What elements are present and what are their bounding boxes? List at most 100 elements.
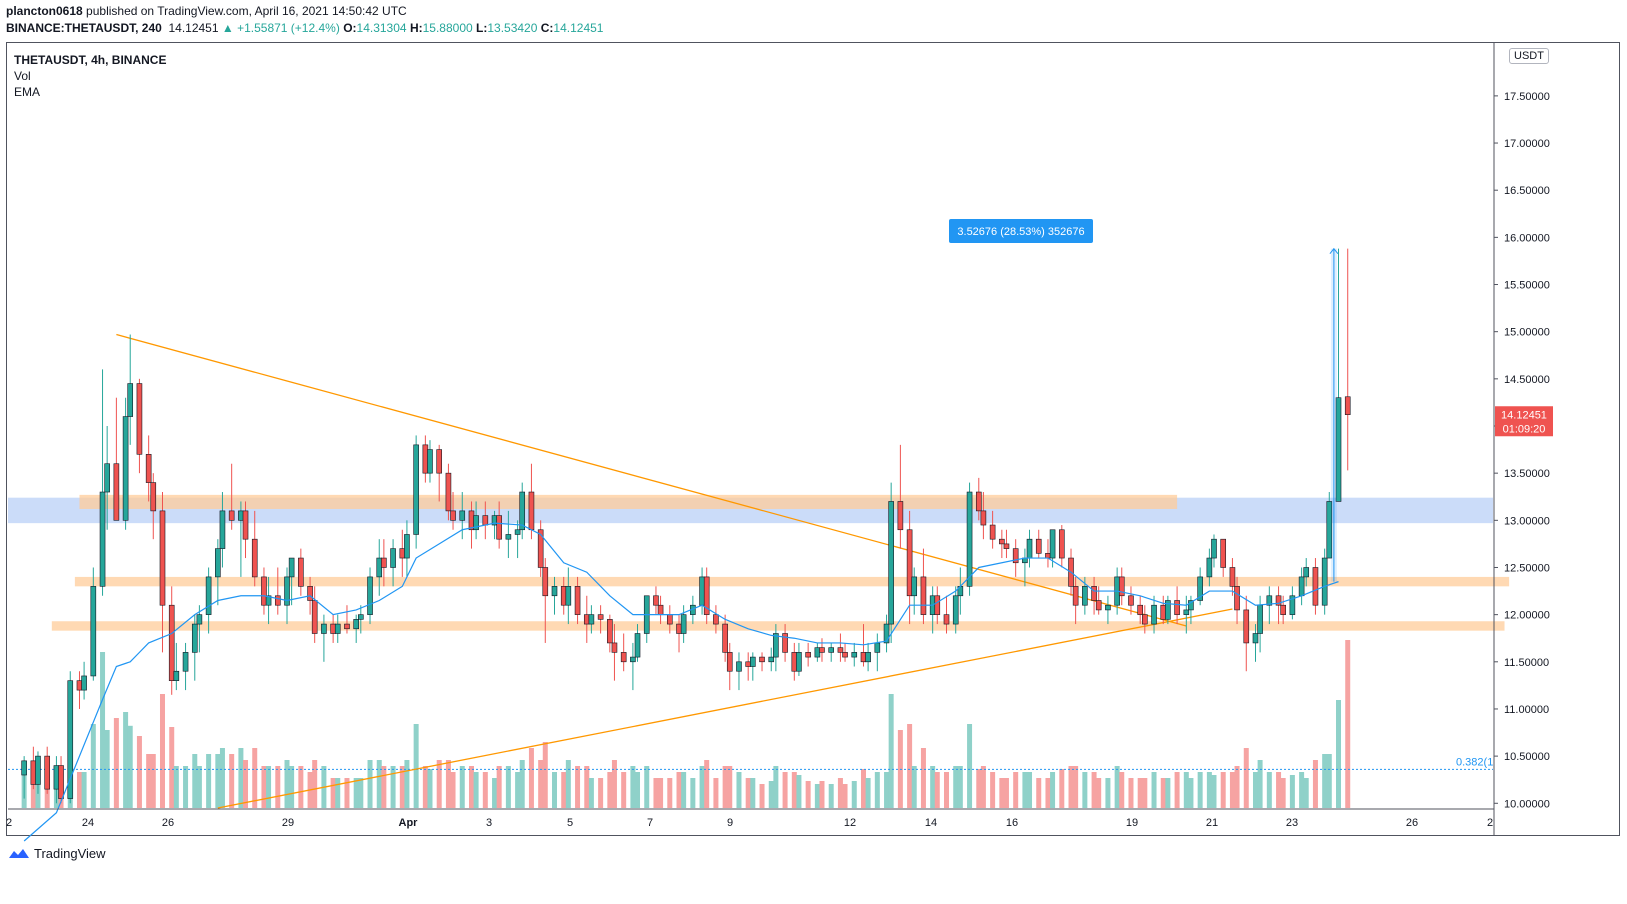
y-tick-label: 15.50000 (1504, 280, 1550, 292)
candle-body (934, 595, 941, 615)
candle-body (819, 647, 825, 653)
candle-body (750, 656, 756, 667)
volume-bar (413, 724, 419, 808)
volume-bar (238, 748, 244, 808)
volume-bar (791, 772, 797, 808)
volume-bar (644, 766, 650, 808)
candle-body (473, 515, 479, 531)
candle-body (1211, 538, 1217, 559)
volume-bar (953, 766, 959, 808)
candle-body (261, 576, 267, 606)
candle-body (427, 449, 433, 474)
candle-body (284, 576, 290, 606)
candle-body (311, 600, 318, 634)
candle-body (44, 755, 51, 790)
x-tick-label: 26 (1406, 817, 1418, 829)
y-tick-label: 11.00000 (1504, 704, 1549, 716)
y-tick-label: 10.00000 (1504, 798, 1550, 810)
volume-bar (312, 760, 318, 808)
volume-bar (888, 694, 894, 808)
candle-body (713, 614, 719, 625)
candle-body (99, 491, 106, 587)
legend-volume[interactable]: Vol (14, 69, 31, 83)
volume-bar (551, 772, 557, 808)
legend-ema[interactable]: EMA (14, 85, 41, 99)
x-tick-label: 3 (486, 817, 492, 829)
candle-body (238, 510, 244, 521)
candle-body (1105, 604, 1111, 611)
last-price: 14.12451 (168, 21, 219, 35)
candle-body (1151, 604, 1157, 625)
candle-body (989, 524, 996, 540)
volume-bar (427, 769, 433, 808)
annotations-layer: 0.382(1 3.52676 (28.53%) 352676 14.12451 01… (949, 219, 1553, 768)
volume-bar (515, 772, 521, 808)
candle-body (459, 510, 466, 521)
candle-body (574, 586, 581, 615)
high-label: H: (409, 21, 423, 35)
footer-brand[interactable]: TradingView (8, 846, 106, 861)
candle-body (242, 510, 249, 540)
y-tick-label: 16.50000 (1504, 185, 1550, 197)
y-tick-label: 12.00000 (1504, 610, 1550, 622)
volume-bar (713, 778, 719, 808)
candles-layer (21, 248, 1351, 804)
volume-bar (1082, 772, 1088, 808)
volume-bar (1280, 778, 1286, 808)
candle-body (943, 614, 950, 625)
candle-body (906, 529, 913, 597)
volume-bar (1142, 778, 1148, 808)
candle-body (1160, 604, 1167, 620)
y-tick-label: 10.50000 (1504, 751, 1550, 763)
ohlc-line: BINANCE:THETAUSDT, 240 14.12451 ▲ +1.558… (6, 21, 603, 35)
candle-body (583, 614, 590, 625)
candle-body (1095, 600, 1102, 611)
published-text: published on TradingView.com, April 16, … (86, 4, 407, 18)
countdown-label: 01:09:20 (1503, 423, 1546, 435)
chart-legend: THETAUSDT, 4h, BINANCE Vol EMA (14, 52, 166, 100)
volume-bar (658, 778, 664, 808)
volume-bar (934, 772, 940, 808)
volume-layer (21, 640, 1351, 808)
volume-bar (136, 736, 142, 808)
volume-bar (676, 772, 682, 808)
volume-bar (266, 766, 272, 808)
volume-bar (759, 784, 765, 808)
measure-arrow-head (1329, 247, 1339, 254)
volume-bar (1336, 700, 1342, 808)
candle-body (611, 642, 618, 653)
candle-body (842, 652, 848, 658)
volume-bar (796, 775, 802, 808)
y-tick-label: 17.50000 (1504, 91, 1550, 103)
trendline-descending-resistance (116, 333, 1187, 627)
candle-body (390, 548, 396, 568)
publisher-name[interactable]: plancton0618 (6, 4, 83, 18)
currency-button[interactable]: USDT (1509, 48, 1549, 64)
volume-bar (976, 769, 982, 808)
volume-bar (635, 772, 641, 808)
volume-bar (90, 724, 96, 808)
volume-bar (127, 725, 133, 808)
candle-body (699, 576, 705, 606)
volume-bar (944, 772, 950, 808)
candle-body (330, 623, 336, 634)
candle-body (1312, 567, 1319, 606)
candle-body (321, 623, 327, 634)
volume-bar (1013, 772, 1019, 808)
volume-bar (630, 766, 636, 808)
volume-bar (473, 772, 479, 808)
candle-body (814, 647, 821, 658)
candle-body (528, 491, 535, 531)
candle-body (35, 755, 41, 785)
candle-body (722, 623, 728, 653)
candle-body (1252, 633, 1259, 644)
candle-body (173, 670, 180, 681)
volume-bar (1243, 748, 1249, 808)
legend-symbol[interactable]: THETAUSDT, 4h, BINANCE (14, 53, 167, 67)
candle-body (1257, 604, 1263, 634)
volume-bar (353, 778, 359, 808)
candle-body (482, 515, 489, 526)
candle-body (1335, 397, 1342, 502)
candle-body (851, 652, 858, 658)
